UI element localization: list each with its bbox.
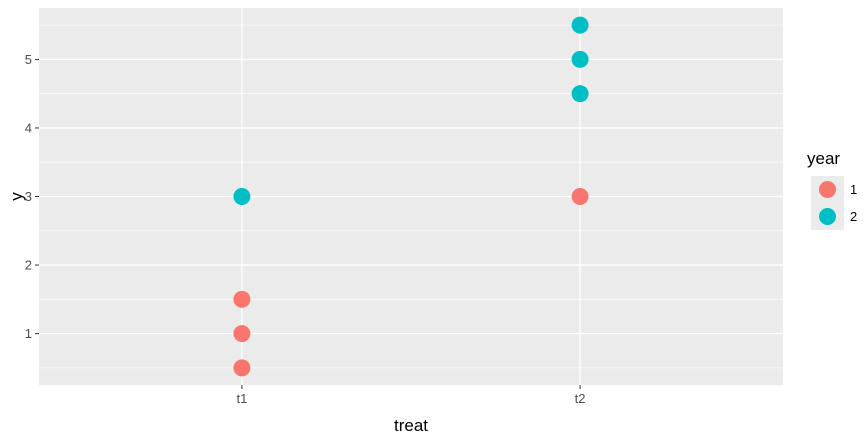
legend: year 1 2 [807, 149, 857, 230]
point-year-2 [571, 85, 589, 103]
data-points [233, 16, 589, 377]
y-tick-label: 2 [25, 258, 32, 273]
x-axis: t1 t2 [236, 385, 586, 406]
legend-marker [819, 208, 836, 225]
y-axis-title: y [7, 192, 26, 201]
major-grid [39, 8, 783, 385]
x-axis-title: treat [394, 416, 428, 435]
point-year-1 [571, 188, 589, 205]
y-tick-label: 1 [25, 326, 32, 341]
point-year-1 [233, 290, 251, 308]
point-year-2 [571, 16, 589, 34]
y-tick-label: 3 [25, 189, 32, 204]
x-tick-label: t2 [575, 391, 586, 406]
point-year-1 [233, 359, 251, 377]
x-tick-label: t1 [236, 391, 247, 406]
legend-label: 2 [850, 209, 857, 224]
minor-grid [39, 24, 783, 369]
point-year-2 [233, 188, 251, 205]
y-axis: 1 2 3 4 5 [25, 52, 39, 341]
legend-label: 1 [850, 182, 857, 197]
legend-title: year [807, 149, 840, 168]
legend-marker [819, 181, 836, 198]
point-year-2 [571, 50, 589, 68]
point-year-1 [233, 325, 251, 343]
y-tick-label: 4 [25, 120, 32, 135]
y-tick-label: 5 [25, 52, 32, 67]
